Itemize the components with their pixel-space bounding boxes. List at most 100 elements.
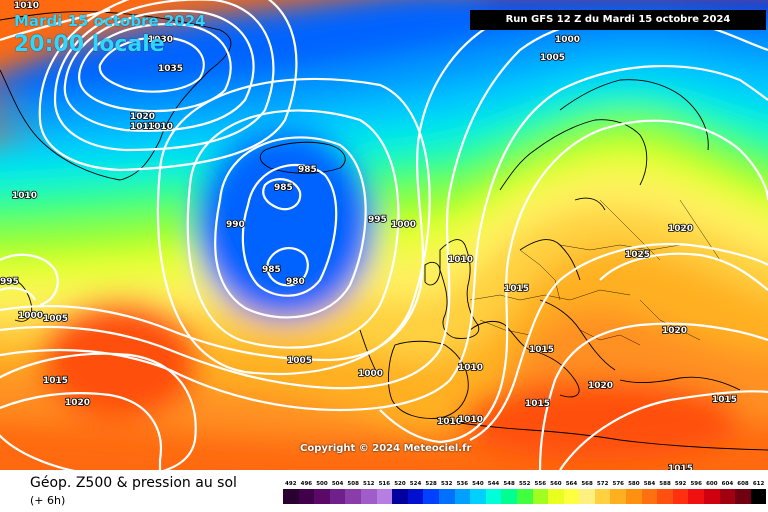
iso-label: 1000 bbox=[358, 369, 383, 379]
scale-swatch bbox=[594, 489, 611, 504]
scale-swatch bbox=[376, 489, 393, 504]
iso-label: 1020 bbox=[130, 112, 155, 122]
scale-step: 512 bbox=[360, 480, 377, 504]
scale-swatch bbox=[579, 489, 595, 504]
iso-label: 1015 bbox=[668, 464, 693, 470]
iso-label: 1015 bbox=[43, 376, 68, 386]
scale-step: 504 bbox=[329, 480, 346, 504]
scale-step: 500 bbox=[314, 480, 330, 504]
scale-label: 516 bbox=[378, 481, 391, 487]
iso-label: 1015 bbox=[529, 345, 554, 355]
scale-label: 592 bbox=[674, 481, 687, 487]
iso-label: 985 bbox=[298, 165, 317, 175]
iso-label: 1030 bbox=[148, 35, 173, 45]
iso-label: 995 bbox=[368, 215, 387, 225]
scale-swatch bbox=[470, 489, 486, 504]
scale-label: 596 bbox=[690, 481, 702, 487]
scale-label: 524 bbox=[409, 481, 422, 487]
scale-step: 552 bbox=[516, 480, 533, 504]
scale-swatch bbox=[438, 489, 455, 504]
iso-label: 1005 bbox=[43, 314, 68, 324]
iso-label: 1010 bbox=[14, 1, 39, 11]
scale-swatch bbox=[688, 489, 705, 504]
scale-swatch bbox=[360, 489, 377, 504]
forecast-time: 20:00 locale bbox=[14, 32, 165, 57]
scale-step: 540 bbox=[470, 480, 486, 504]
scale-swatch bbox=[345, 489, 361, 504]
iso-label: 1010 bbox=[458, 363, 483, 373]
scale-swatch bbox=[610, 489, 627, 504]
scale-label: 556 bbox=[534, 481, 547, 487]
iso-label: 980 bbox=[286, 277, 305, 287]
iso-label: 1010 bbox=[458, 415, 483, 425]
scale-label: 528 bbox=[425, 481, 437, 487]
legend-footer: Géop. Z500 & pression au sol (+ 6h) 492 4… bbox=[0, 470, 768, 512]
scale-step: 588 bbox=[657, 480, 673, 504]
scale-step: 520 bbox=[392, 480, 408, 504]
scale-step: 556 bbox=[532, 480, 549, 504]
iso-label: 1010 bbox=[448, 255, 473, 265]
iso-label: 1035 bbox=[158, 64, 183, 74]
iso-label: 1000 bbox=[555, 35, 580, 45]
iso-label: 1020 bbox=[588, 381, 613, 391]
scale-swatch bbox=[283, 489, 299, 504]
scale-step: 592 bbox=[672, 480, 689, 504]
iso-label: 985 bbox=[262, 265, 281, 275]
scale-swatch bbox=[501, 489, 517, 504]
scale-label: 604 bbox=[721, 481, 734, 487]
forecast-date: Mardi 15 octobre 2024 bbox=[14, 12, 206, 30]
scale-step: 536 bbox=[454, 480, 471, 504]
scale-swatch bbox=[516, 489, 533, 504]
scale-step: 524 bbox=[407, 480, 424, 504]
iso-label: 1020 bbox=[662, 326, 687, 336]
scale-swatch bbox=[298, 489, 315, 504]
scale-swatch bbox=[329, 489, 346, 504]
scale-label: 580 bbox=[628, 481, 640, 487]
forecast-offset: (+ 6h) bbox=[30, 494, 66, 507]
scale-step: 568 bbox=[579, 480, 595, 504]
scale-label: 544 bbox=[487, 481, 500, 487]
scale-swatch bbox=[532, 489, 549, 504]
scale-step: 612 bbox=[750, 480, 767, 504]
scale-swatch bbox=[407, 489, 424, 504]
scale-label: 540 bbox=[472, 481, 484, 487]
scale-swatch bbox=[641, 489, 658, 504]
iso-label: 995 bbox=[0, 277, 19, 287]
copyright-notice: Copyright © 2024 Meteociel.fr bbox=[300, 443, 472, 454]
model-run-banner: Run GFS 12 Z du Mardi 15 octobre 2024 bbox=[470, 10, 766, 30]
scale-step: 576 bbox=[610, 480, 627, 504]
iso-label: 1010 bbox=[437, 417, 462, 427]
scale-step: 516 bbox=[376, 480, 393, 504]
geopotential-field bbox=[0, 0, 768, 470]
scale-step: 608 bbox=[735, 480, 751, 504]
iso-label: 1020 bbox=[65, 398, 90, 408]
scale-step: 532 bbox=[438, 480, 455, 504]
scale-swatch bbox=[657, 489, 673, 504]
scale-step: 528 bbox=[423, 480, 439, 504]
scale-label: 588 bbox=[659, 481, 671, 487]
scale-label: 572 bbox=[596, 481, 609, 487]
scale-swatch bbox=[314, 489, 330, 504]
iso-label: 1020 bbox=[668, 224, 693, 234]
scale-label: 532 bbox=[440, 481, 453, 487]
scale-label: 576 bbox=[612, 481, 624, 487]
iso-label: 1015 bbox=[525, 399, 550, 409]
scale-swatch bbox=[704, 489, 720, 504]
scale-label: 584 bbox=[643, 481, 656, 487]
pressure-map: 1010 1030 1035 1020 1015 1010 1010 985 9… bbox=[0, 0, 768, 470]
scale-step: 596 bbox=[688, 480, 705, 504]
iso-label: 1015 bbox=[504, 284, 529, 294]
scale-label: 564 bbox=[565, 481, 578, 487]
scale-label: 496 bbox=[300, 481, 313, 487]
scale-label: 568 bbox=[581, 481, 593, 487]
isobar-labels: 1010 1030 1035 1020 1015 1010 1010 985 9… bbox=[0, 0, 738, 470]
scale-label: 608 bbox=[737, 481, 749, 487]
iso-label: 990 bbox=[226, 220, 245, 230]
scale-step: 508 bbox=[345, 480, 361, 504]
scale-swatch bbox=[626, 489, 642, 504]
iso-label: 1005 bbox=[540, 53, 565, 63]
scale-label: 500 bbox=[316, 481, 328, 487]
scale-step: 604 bbox=[719, 480, 736, 504]
iso-label: 1010 bbox=[12, 191, 37, 201]
